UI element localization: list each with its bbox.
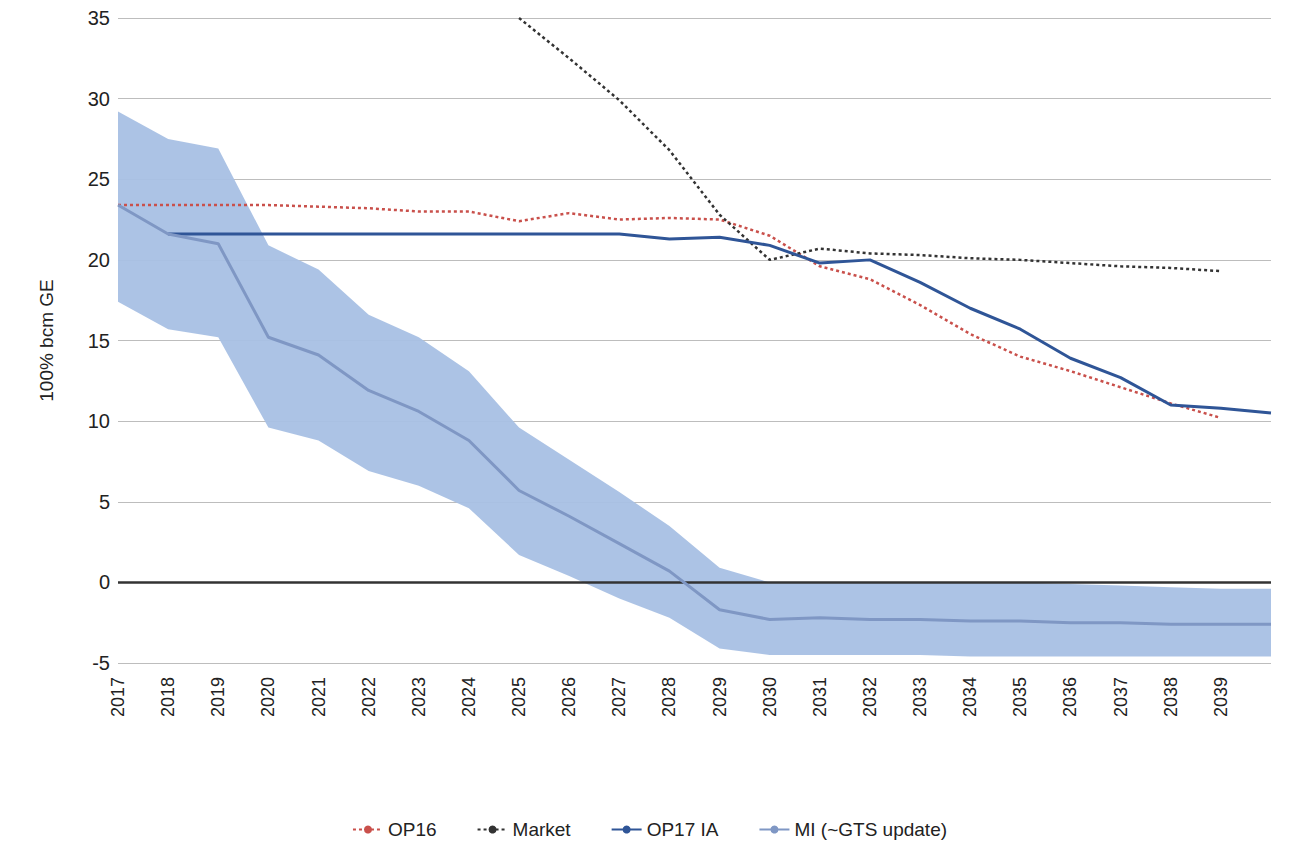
svg-text:2031: 2031 — [810, 677, 830, 717]
svg-text:2034: 2034 — [960, 677, 980, 717]
svg-text:Market: Market — [513, 819, 572, 840]
svg-text:0: 0 — [99, 571, 110, 593]
svg-text:2018: 2018 — [158, 677, 178, 717]
svg-text:2038: 2038 — [1161, 677, 1181, 717]
svg-text:100% bcm GE: 100% bcm GE — [36, 279, 57, 402]
svg-text:2030: 2030 — [760, 677, 780, 717]
svg-text:2025: 2025 — [509, 677, 529, 717]
svg-text:2032: 2032 — [860, 677, 880, 717]
svg-text:2029: 2029 — [710, 677, 730, 717]
svg-text:25: 25 — [88, 168, 110, 190]
svg-text:2037: 2037 — [1111, 677, 1131, 717]
svg-text:2021: 2021 — [309, 677, 329, 717]
svg-text:2024: 2024 — [459, 677, 479, 717]
svg-text:2023: 2023 — [409, 677, 429, 717]
svg-text:MI (~GTS update): MI (~GTS update) — [794, 819, 947, 840]
svg-text:2039: 2039 — [1211, 677, 1231, 717]
svg-text:-5: -5 — [92, 652, 110, 674]
svg-text:2026: 2026 — [559, 677, 579, 717]
svg-text:2028: 2028 — [659, 677, 679, 717]
svg-text:35: 35 — [88, 7, 110, 29]
svg-text:2033: 2033 — [910, 677, 930, 717]
svg-text:2027: 2027 — [609, 677, 629, 717]
svg-text:OP17 IA: OP17 IA — [647, 819, 719, 840]
svg-text:2019: 2019 — [208, 677, 228, 717]
svg-text:5: 5 — [99, 491, 110, 513]
svg-text:2022: 2022 — [359, 677, 379, 717]
svg-text:15: 15 — [88, 330, 110, 352]
svg-text:2036: 2036 — [1060, 677, 1080, 717]
svg-text:10: 10 — [88, 410, 110, 432]
svg-text:2035: 2035 — [1010, 677, 1030, 717]
svg-text:2017: 2017 — [108, 677, 128, 717]
svg-text:OP16: OP16 — [388, 819, 437, 840]
svg-text:2020: 2020 — [258, 677, 278, 717]
svg-text:30: 30 — [88, 88, 110, 110]
svg-text:20: 20 — [88, 249, 110, 271]
